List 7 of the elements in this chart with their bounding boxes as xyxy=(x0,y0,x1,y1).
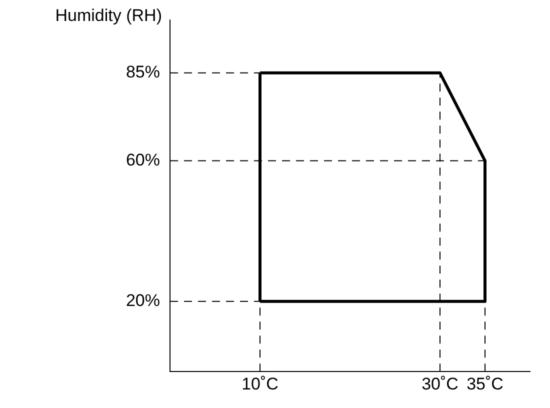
y-tick-label: 20% xyxy=(126,291,160,310)
y-tick-label: 85% xyxy=(126,62,160,82)
x-tick-label: 30˚C xyxy=(422,374,458,394)
x-tick-label: 35˚C xyxy=(466,374,504,394)
x-tick-label: 10˚C xyxy=(242,374,278,394)
y-tick-label: 60% xyxy=(126,150,160,170)
y-axis-title: Humidity (RH) xyxy=(55,6,162,26)
